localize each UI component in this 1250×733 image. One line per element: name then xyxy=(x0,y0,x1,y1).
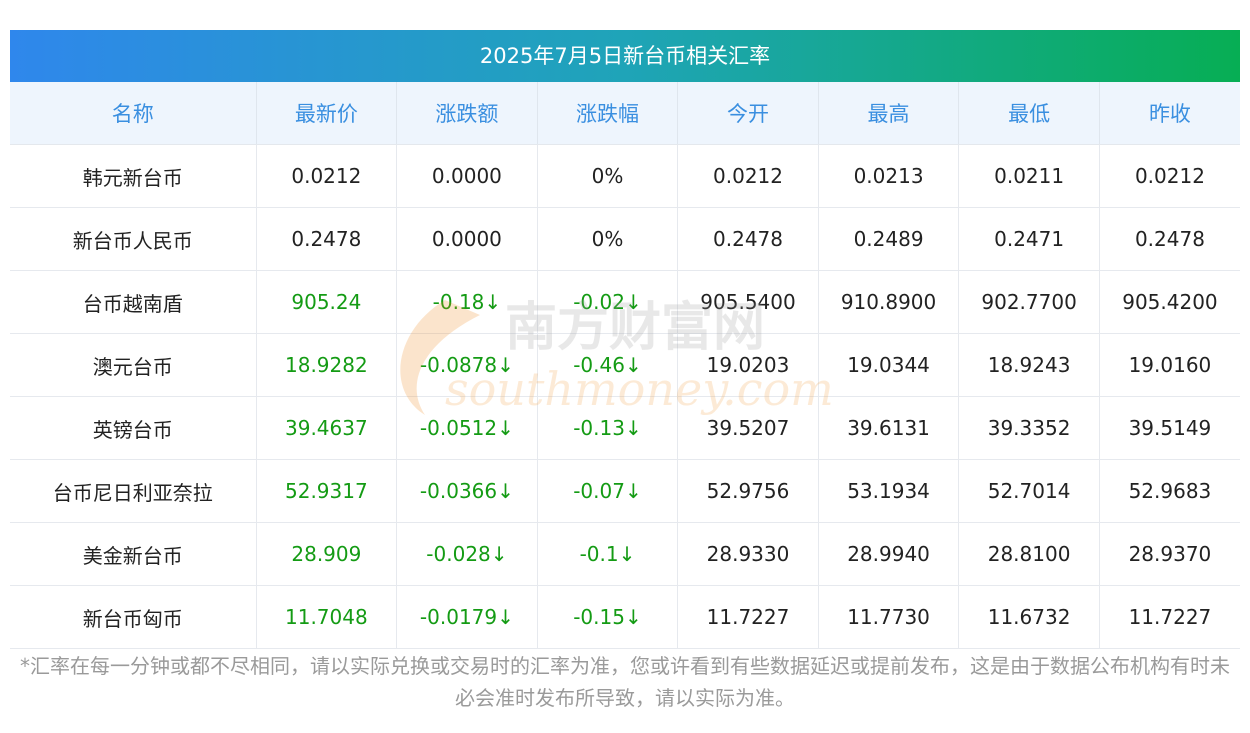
cell-change: -0.18↓ xyxy=(396,270,538,334)
cell-low: 39.3352 xyxy=(958,396,1100,460)
cell-name: 新台币匈币 xyxy=(10,585,257,649)
table-row: 英镑台币 39.4637 -0.0512↓ -0.13↓ 39.5207 39.6131 3… xyxy=(10,396,1240,460)
cell-prev-close: 28.9370 xyxy=(1099,522,1240,586)
cell-open: 28.9330 xyxy=(677,522,819,586)
cell-latest: 28.909 xyxy=(256,522,398,586)
cell-name: 台币尼日利亚奈拉 xyxy=(10,459,257,523)
cell-change: -0.0512↓ xyxy=(396,396,538,460)
cell-prev-close: 19.0160 xyxy=(1099,333,1240,397)
cell-prev-close: 11.7227 xyxy=(1099,585,1240,649)
col-header-name: 名称 xyxy=(10,82,257,145)
cell-low: 18.9243 xyxy=(958,333,1100,397)
col-header-prev-close: 昨收 xyxy=(1099,82,1240,145)
table-row: 新台币匈币 11.7048 -0.0179↓ -0.15↓ 11.7227 11.7730… xyxy=(10,585,1240,649)
cell-open: 39.5207 xyxy=(677,396,819,460)
cell-open: 19.0203 xyxy=(677,333,819,397)
cell-prev-close: 905.4200 xyxy=(1099,270,1240,334)
cell-prev-close: 0.0212 xyxy=(1099,144,1240,208)
footnote: *汇率在每一分钟或都不尽相同，请以实际兑换或交易时的汇率为准，您或许看到有些数据… xyxy=(20,654,1230,710)
cell-change-pct: -0.07↓ xyxy=(537,459,679,523)
cell-low: 0.2471 xyxy=(958,207,1100,271)
cell-latest: 0.0212 xyxy=(256,144,398,208)
cell-open: 905.5400 xyxy=(677,270,819,334)
cell-high: 28.9940 xyxy=(818,522,960,586)
cell-change-pct: -0.46↓ xyxy=(537,333,679,397)
table-row: 新台币人民币 0.2478 0.0000 0% 0.2478 0.2489 0.2471 0.… xyxy=(10,207,1240,271)
cell-name: 英镑台币 xyxy=(10,396,257,460)
cell-high: 910.8900 xyxy=(818,270,960,334)
cell-open: 0.0212 xyxy=(677,144,819,208)
cell-name: 台币越南盾 xyxy=(10,270,257,334)
table-row: 澳元台币 18.9282 -0.0878↓ -0.46↓ 19.0203 19.0344 1… xyxy=(10,333,1240,397)
table-row: 台币尼日利亚奈拉 52.9317 -0.0366↓ -0.07↓ 52.9756 53.1… xyxy=(10,459,1240,523)
cell-open: 52.9756 xyxy=(677,459,819,523)
cell-low: 52.7014 xyxy=(958,459,1100,523)
cell-change-pct: 0% xyxy=(537,144,679,208)
cell-open: 0.2478 xyxy=(677,207,819,271)
cell-change-pct: -0.13↓ xyxy=(537,396,679,460)
cell-latest: 905.24 xyxy=(256,270,398,334)
cell-prev-close: 52.9683 xyxy=(1099,459,1240,523)
cell-prev-close: 0.2478 xyxy=(1099,207,1240,271)
cell-open: 11.7227 xyxy=(677,585,819,649)
table-row: 台币越南盾 905.24 -0.18↓ -0.02↓ 905.5400 910.8900 9… xyxy=(10,270,1240,334)
cell-latest: 11.7048 xyxy=(256,585,398,649)
cell-change-pct: -0.1↓ xyxy=(537,522,679,586)
col-header-change: 涨跌额 xyxy=(396,82,538,145)
cell-high: 0.2489 xyxy=(818,207,960,271)
table-row: 韩元新台币 0.0212 0.0000 0% 0.0212 0.0213 0.0211 0.0… xyxy=(10,144,1240,208)
cell-high: 0.0213 xyxy=(818,144,960,208)
cell-low: 902.7700 xyxy=(958,270,1100,334)
cell-change-pct: -0.02↓ xyxy=(537,270,679,334)
table-title: 2025年7月5日新台币相关汇率 xyxy=(10,30,1240,82)
cell-high: 53.1934 xyxy=(818,459,960,523)
cell-low: 28.8100 xyxy=(958,522,1100,586)
cell-high: 11.7730 xyxy=(818,585,960,649)
cell-name: 韩元新台币 xyxy=(10,144,257,208)
table-row: 美金新台币 28.909 -0.028↓ -0.1↓ 28.9330 28.9940 28.… xyxy=(10,522,1240,586)
cell-latest: 52.9317 xyxy=(256,459,398,523)
col-header-latest: 最新价 xyxy=(256,82,398,145)
cell-name: 美金新台币 xyxy=(10,522,257,586)
cell-high: 19.0344 xyxy=(818,333,960,397)
rate-table: 名称 最新价 涨跌额 涨跌幅 今开 最高 最低 昨收 韩元新台币 0.0212 0.… xyxy=(10,82,1240,649)
cell-change-pct: -0.15↓ xyxy=(537,585,679,649)
col-header-high: 最高 xyxy=(818,82,960,145)
col-header-low: 最低 xyxy=(958,82,1100,145)
cell-change: 0.0000 xyxy=(396,144,538,208)
cell-latest: 0.2478 xyxy=(256,207,398,271)
cell-prev-close: 39.5149 xyxy=(1099,396,1240,460)
cell-low: 0.0211 xyxy=(958,144,1100,208)
header-row: 名称 最新价 涨跌额 涨跌幅 今开 最高 最低 昨收 xyxy=(10,82,1240,145)
cell-change-pct: 0% xyxy=(537,207,679,271)
cell-latest: 39.4637 xyxy=(256,396,398,460)
cell-change: 0.0000 xyxy=(396,207,538,271)
cell-change: -0.028↓ xyxy=(396,522,538,586)
cell-low: 11.6732 xyxy=(958,585,1100,649)
cell-latest: 18.9282 xyxy=(256,333,398,397)
cell-high: 39.6131 xyxy=(818,396,960,460)
table-body: 韩元新台币 0.0212 0.0000 0% 0.0212 0.0213 0.0211 0.0… xyxy=(10,144,1240,649)
cell-name: 新台币人民币 xyxy=(10,207,257,271)
col-header-change-pct: 涨跌幅 xyxy=(537,82,679,145)
rate-table-container: 2025年7月5日新台币相关汇率 名称 最新价 涨跌额 涨跌幅 今开 最高 最低… xyxy=(10,30,1240,649)
cell-change: -0.0366↓ xyxy=(396,459,538,523)
cell-change: -0.0179↓ xyxy=(396,585,538,649)
cell-name: 澳元台币 xyxy=(10,333,257,397)
cell-change: -0.0878↓ xyxy=(396,333,538,397)
col-header-open: 今开 xyxy=(677,82,819,145)
